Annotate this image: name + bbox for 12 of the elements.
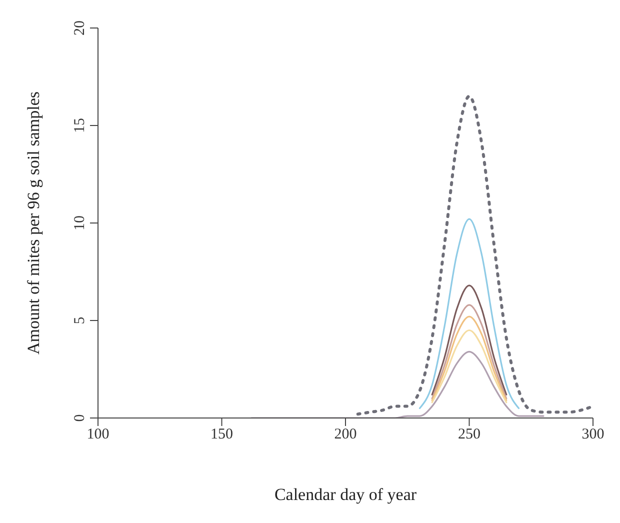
x-axis-title: Calendar day of year <box>274 485 417 504</box>
y-tick-label: 10 <box>72 216 88 230</box>
y-tick-label: 20 <box>72 20 88 36</box>
y-tick-label: 15 <box>72 118 88 133</box>
x-tick-label: 100 <box>86 426 110 443</box>
x-tick-label: 200 <box>334 426 357 443</box>
x-tick-label: 150 <box>210 426 233 443</box>
y-tick-label: 5 <box>72 316 88 324</box>
x-tick-label: 250 <box>458 426 480 443</box>
x-tick-label: 300 <box>582 426 604 443</box>
y-axis-title: Amount of mites per 96 g soil samples <box>24 91 44 355</box>
y-tick-label: 0 <box>72 414 88 422</box>
